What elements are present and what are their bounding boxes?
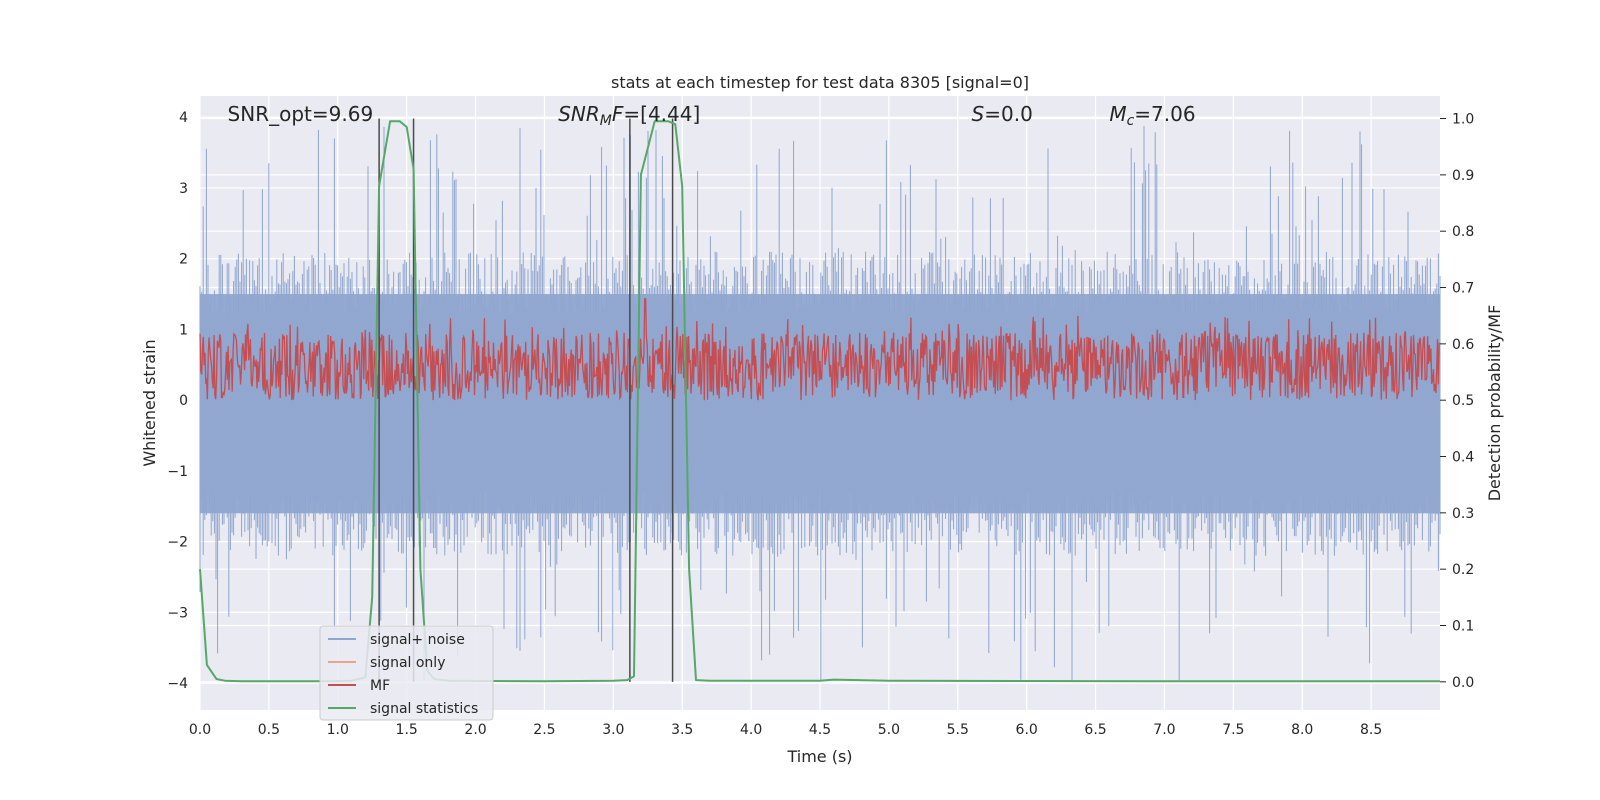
y-tick-label: 3: [179, 181, 188, 197]
y-tick-label: −3: [167, 605, 188, 621]
annotations: SNR_opt=9.69 SNRMF=[4.44] S=0.0 Mc=7.06: [228, 102, 1196, 129]
y-tick-label: −4: [167, 676, 188, 692]
x-tick-label: 5.5: [947, 722, 969, 738]
y2-tick-label: 0.9: [1452, 168, 1474, 184]
annotation-snr-mf: SNRMF=[4.44]: [558, 102, 700, 129]
y2-tick-label: 0.5: [1452, 393, 1474, 409]
y2-tick-label: 0.8: [1452, 224, 1474, 240]
y2-tick-label: 0.4: [1452, 450, 1474, 466]
legend-label-signal-statistics: signal statistics: [370, 701, 478, 717]
x-tick-label: 6.5: [1084, 722, 1106, 738]
x-tick-label: 8.5: [1360, 722, 1382, 738]
legend: signal+ noise signal only MF signal stat…: [319, 625, 494, 721]
x-tick-label: 8.0: [1291, 722, 1313, 738]
y2-tick-label: 1.0: [1452, 112, 1474, 128]
x-tick-label: 0.5: [258, 722, 280, 738]
chart-title: stats at each timestep for test data 830…: [611, 73, 1029, 92]
x-ticks: 0.0 0.5 1.0 1.5 2.0 2.5 3.0 3.5 4.0 4.5 5.0 5.5 6.0 6…: [189, 722, 1382, 738]
y2-tick-label: 0.6: [1452, 337, 1474, 353]
x-tick-label: 1.0: [327, 722, 349, 738]
series-line-mf: [199, 298, 1440, 401]
y-axis-label: Whitened strain: [140, 339, 159, 466]
x-tick-label: 3.5: [671, 722, 693, 738]
x-tick-label: 4.0: [740, 722, 762, 738]
x-tick-label: 5.0: [878, 722, 900, 738]
x-axis-label: Time (s): [786, 747, 852, 766]
x-tick-label: 3.0: [602, 722, 624, 738]
annotation-s-value: S=0.0: [972, 102, 1033, 126]
x-tick-label: 4.5: [809, 722, 831, 738]
x-tick-label: 0.0: [189, 722, 211, 738]
x-tick-label: 7.5: [1222, 722, 1244, 738]
y2-tick-label: 0.2: [1452, 562, 1474, 578]
x-tick-label: 7.0: [1153, 722, 1175, 738]
y-ticks-right: 0.0 0.1 0.2 0.3 0.4 0.5 0.6 0.7 0.8 0.9 1.0: [1440, 112, 1474, 691]
y2-axis-label: Detection probability/MF: [1485, 305, 1504, 502]
legend-label-signal-only: signal only: [370, 655, 445, 671]
y2-tick-label: 0.0: [1452, 675, 1474, 691]
y-tick-label: 1: [179, 322, 188, 338]
series-mf: [199, 298, 1440, 401]
legend-frame: [319, 625, 494, 721]
annotation-snr-opt: SNR_opt=9.69: [228, 102, 374, 126]
y-tick-label: −2: [167, 535, 188, 551]
y2-tick-label: 0.7: [1452, 281, 1474, 297]
y2-tick-label: 0.1: [1452, 619, 1474, 635]
x-tick-label: 1.5: [396, 722, 418, 738]
y-tick-label: 0: [179, 393, 188, 409]
x-tick-label: 2.5: [533, 722, 555, 738]
y-tick-label: 2: [179, 252, 188, 268]
legend-label-signal-noise: signal+ noise: [370, 632, 465, 648]
x-tick-label: 2.0: [464, 722, 486, 738]
y-tick-label: 4: [179, 110, 188, 126]
annotation-chirp-mass: Mc=7.06: [1109, 102, 1195, 129]
series-signal-noise: [199, 125, 1441, 682]
y-ticks-left: −4 −3 −2 −1 0 1 2 3 4: [167, 110, 188, 692]
legend-label-mf: MF: [370, 678, 390, 694]
y-tick-label: −1: [167, 464, 188, 480]
y2-tick-label: 0.3: [1452, 506, 1474, 522]
x-tick-label: 6.0: [1016, 722, 1038, 738]
